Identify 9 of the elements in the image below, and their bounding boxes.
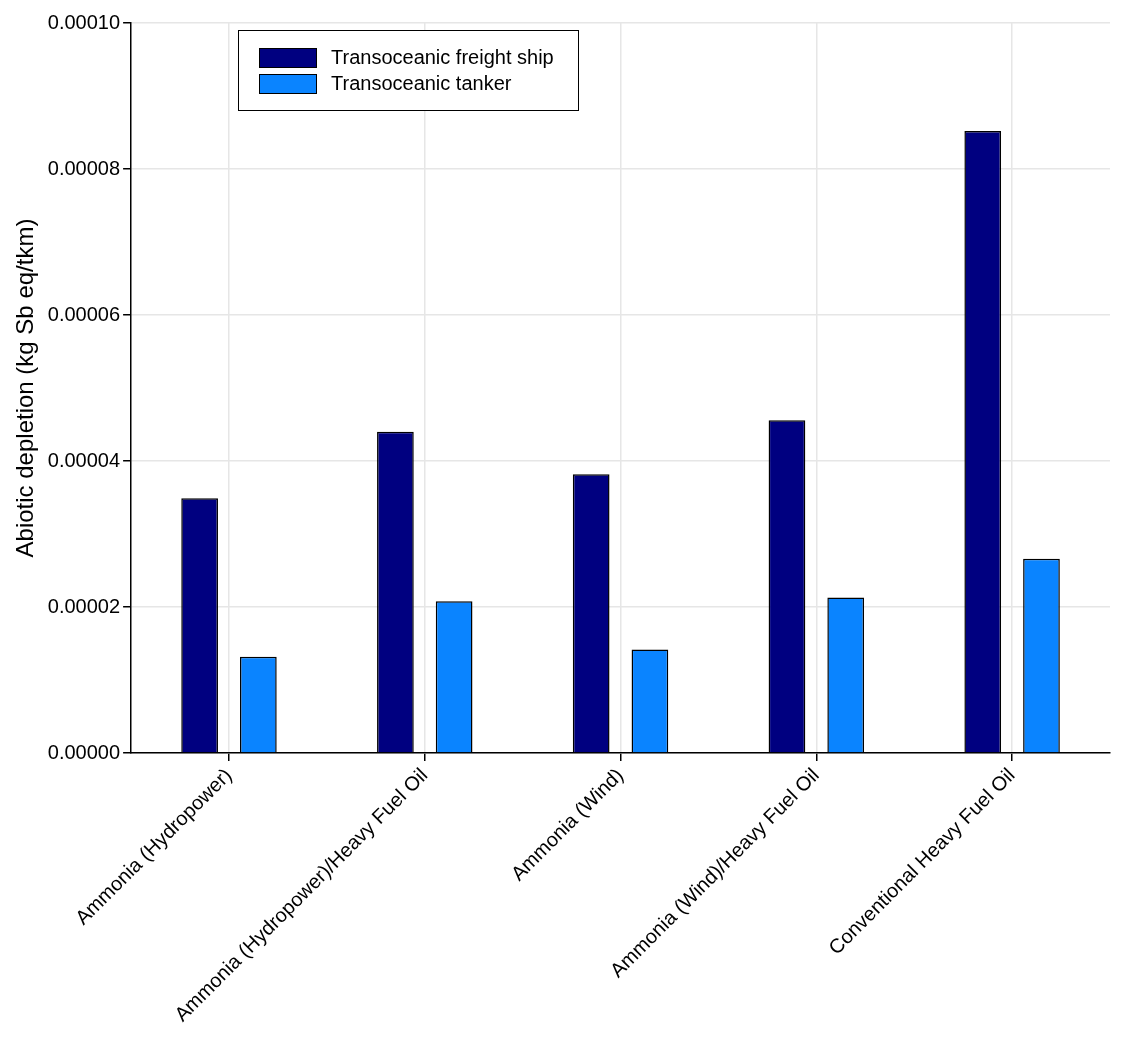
y-tick-label: 0.00004: [47, 448, 121, 471]
y-axis-title: Abiotic depletion (kg Sb eq/tkm): [11, 218, 39, 558]
y-tick-label: 0.00008: [47, 156, 121, 179]
y-tick-label: 0.00010: [47, 10, 121, 33]
legend-label: Transoceanic freight ship: [331, 46, 554, 69]
y-tick-label: 0.00000: [47, 740, 121, 763]
legend-label: Transoceanic tanker: [331, 72, 512, 95]
y-tick-label: 0.00002: [47, 594, 121, 617]
y-tick-label: 0.00006: [47, 302, 121, 325]
